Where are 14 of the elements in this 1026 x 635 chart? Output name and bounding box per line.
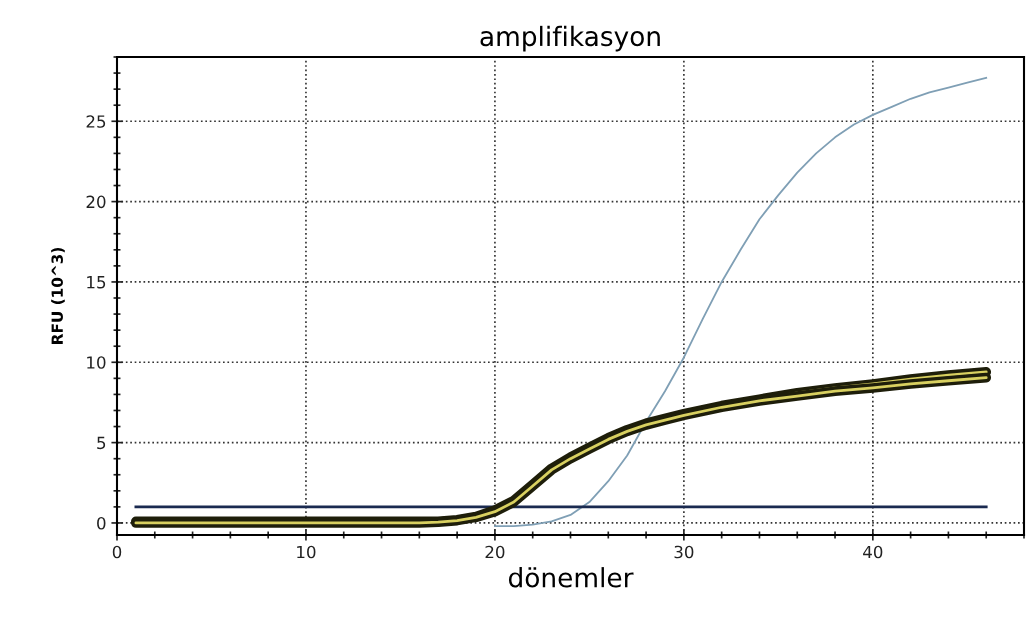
y-tick-label: 10 [87, 356, 106, 369]
y-tick-label: 0 [97, 516, 106, 530]
chart-title: amplifikasyon [480, 25, 660, 52]
y-tick-label: 15 [87, 276, 106, 289]
x-axis-title: dönemler [508, 567, 634, 588]
y-tick-label: 25 [86, 115, 106, 128]
y-axis-title: RFU (10^3) [51, 248, 65, 344]
x-tick-label: 30 [674, 545, 694, 559]
x-tick-label: 10 [297, 545, 316, 559]
x-tick-label: 0 [112, 545, 122, 559]
y-tick-label: 5 [97, 436, 106, 450]
x-tick-label: 20 [485, 545, 505, 559]
x-tick-label: 40 [863, 545, 883, 559]
y-tick-label: 20 [86, 195, 106, 209]
